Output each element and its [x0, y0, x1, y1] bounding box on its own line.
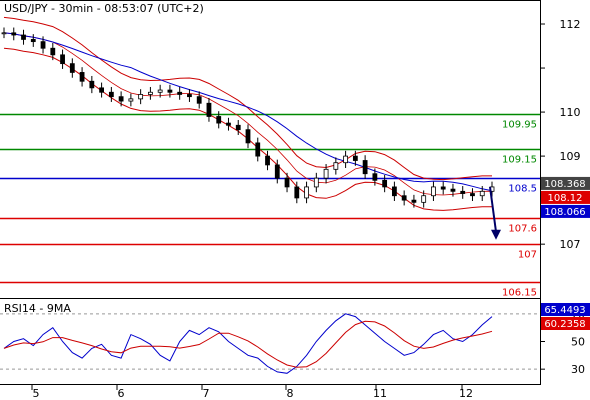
- candle-body-38: [372, 173, 378, 181]
- candle-body-5: [50, 47, 56, 56]
- level-label-2: 108.5: [508, 184, 537, 195]
- candle-body-43: [421, 195, 427, 203]
- candle-body-1: [11, 32, 17, 36]
- band-upper: [3, 16, 492, 181]
- candle-body-26: [255, 142, 261, 157]
- candle-body-7: [69, 63, 75, 73]
- candle-body-11: [108, 91, 114, 98]
- time-tick-label-4: 11: [373, 387, 387, 400]
- rsi-badge-label-1: 60.2358: [544, 319, 585, 330]
- forecast-arrow: [489, 186, 501, 240]
- time-tick-label-2: 7: [203, 387, 210, 400]
- price-badge-label-2: 108.066: [544, 207, 585, 218]
- price-badge-0: [541, 176, 590, 190]
- moving-average: [3, 32, 493, 192]
- candle-body-46: [450, 188, 456, 192]
- candle-body-17: [167, 89, 173, 93]
- candle-body-35: [343, 155, 349, 164]
- rsi-title: RSI14 - 9MA: [4, 302, 71, 315]
- level-label-4: 107: [518, 250, 537, 261]
- time-tick-label-5: 12: [459, 387, 473, 400]
- rsi-badge-label-0: 65.4493: [544, 305, 585, 316]
- candle-body-6: [60, 54, 65, 65]
- candle-body-23: [226, 122, 231, 126]
- price-candles: [1, 27, 495, 208]
- rsi-tick-label-1: 50: [571, 336, 585, 349]
- candle-body-32: [313, 177, 319, 188]
- candle-body-10: [99, 87, 104, 93]
- candle-body-39: [382, 179, 388, 188]
- band-middle: [3, 32, 492, 196]
- price-tick-label-2: 109: [560, 150, 581, 163]
- candle-body-29: [284, 177, 290, 188]
- candle-body-41: [401, 195, 407, 201]
- price-badge-label-1: 108.12: [548, 193, 583, 204]
- candle-body-16: [157, 89, 163, 93]
- candle-body-49: [479, 190, 485, 197]
- candle-body-34: [333, 162, 339, 170]
- price-tick-label-0: 107: [560, 238, 581, 251]
- candle-body-45: [440, 186, 446, 190]
- level-label-0: 109.95: [502, 120, 537, 131]
- candle-body-44: [431, 186, 436, 197]
- candle-body-8: [79, 72, 85, 82]
- candle-body-4: [40, 41, 46, 49]
- forecast-arrow-shaft: [489, 186, 497, 232]
- candle-body-20: [196, 96, 202, 104]
- forecast-arrow-head: [491, 229, 501, 240]
- candle-body-24: [235, 124, 241, 131]
- price-tick-label-3: 110: [560, 106, 581, 119]
- rsi-badge-0: [541, 303, 590, 316]
- candle-body-13: [128, 98, 134, 102]
- candle-body-33: [323, 168, 329, 179]
- candle-body-36: [352, 155, 358, 161]
- rsi-line: [3, 313, 493, 374]
- candle-body-28: [274, 164, 280, 179]
- candle-body-27: [265, 155, 270, 166]
- candle-body-2: [21, 34, 26, 40]
- level-label-5: 106.15: [502, 288, 537, 299]
- candle-body-3: [30, 39, 36, 43]
- candle-body-12: [118, 96, 124, 102]
- time-tick-label-0: 5: [33, 387, 40, 400]
- candle-body-48: [470, 193, 475, 197]
- time-tick-label-3: 8: [287, 387, 294, 400]
- candle-body-19: [187, 94, 192, 98]
- rsi-badge-1: [541, 317, 590, 330]
- candle-body-14: [138, 94, 144, 100]
- candle-body-31: [304, 186, 309, 199]
- chart-title: USD/JPY - 30min - 08:53:07 (UTC+2): [4, 2, 204, 15]
- candle-body-9: [89, 80, 95, 89]
- candle-body-21: [206, 102, 212, 117]
- price-badge-label-0: 108.368: [544, 179, 585, 190]
- price-tick-label-5: 112: [560, 18, 581, 31]
- candle-body-37: [362, 160, 368, 175]
- time-axis-ticks: 5 6 7 8 11 12: [31, 384, 473, 400]
- candle-body-15: [147, 91, 153, 95]
- candle-body-18: [177, 91, 183, 95]
- level-label-1: 109.15: [502, 155, 537, 166]
- candle-body-40: [391, 186, 397, 197]
- candle-body-0: [1, 32, 7, 35]
- candle-body-47: [460, 190, 466, 194]
- price-axis-ticks: 107 109 110 112: [540, 18, 581, 251]
- price-badge-1: [541, 190, 590, 204]
- price-badge-2: [541, 204, 590, 218]
- price-badges: 108.368 108.12 108.066: [541, 176, 590, 218]
- support-resistance-levels: 109.95 109.15 108.5 107.6 107 106.15: [0, 113, 540, 299]
- rsi-tick-label-0: 30: [571, 363, 585, 376]
- candle-body-30: [294, 186, 300, 199]
- level-label-3: 107.6: [508, 224, 537, 235]
- candle-body-22: [216, 116, 222, 124]
- candle-body-25: [245, 129, 251, 144]
- time-tick-label-1: 6: [118, 387, 125, 400]
- candle-body-42: [411, 199, 417, 203]
- rsi-ma-line: [3, 320, 493, 368]
